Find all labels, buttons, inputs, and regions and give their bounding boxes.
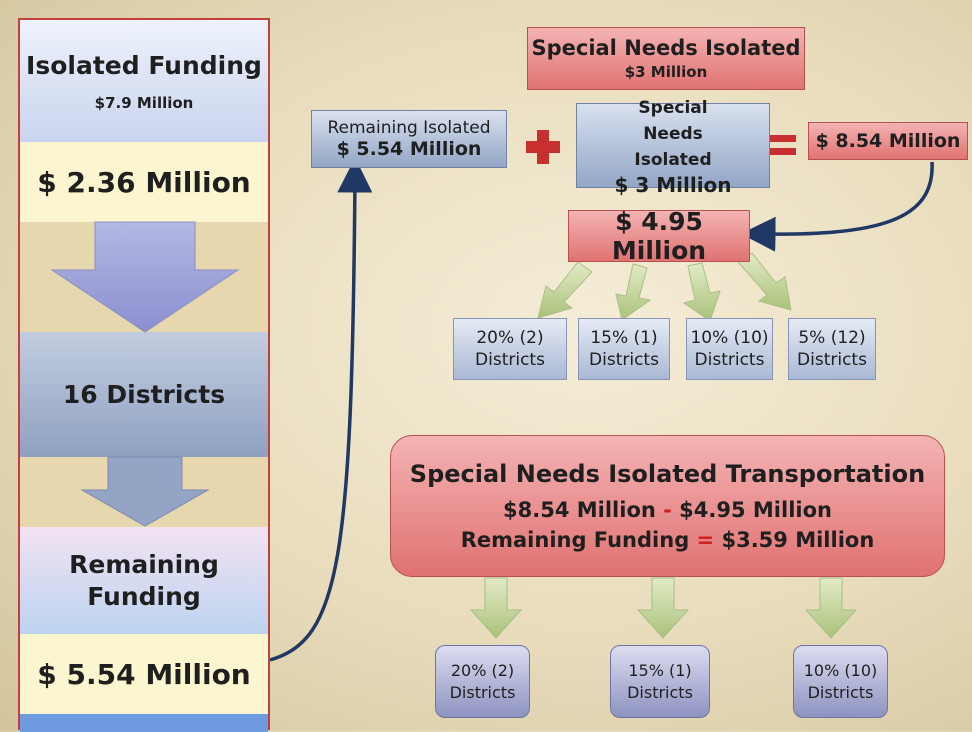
down-arrow [50, 221, 240, 333]
down-arrow [615, 263, 652, 321]
share: 10% (10) [690, 328, 769, 348]
share: 5% (12) [798, 328, 866, 348]
amount-box: $ 5.54 Million [20, 634, 268, 714]
tier-box: 15% (1) Districts [610, 645, 710, 718]
equals [766, 135, 796, 142]
amount: $7.9 Million [94, 93, 194, 112]
equals [766, 148, 796, 155]
text: $3.59 Million [721, 528, 875, 552]
line: $8.54 Million - $4.95 Million [503, 498, 832, 522]
down-arrow [737, 252, 792, 311]
tier-box: 20% (2) Districts [453, 318, 567, 380]
text: $8.54 Million [503, 498, 656, 522]
left-column: Isolated Funding $7.9 Million $ 2.36 Mil… [18, 18, 270, 732]
transport-box: Special Needs Isolated Transportation $8… [390, 435, 945, 577]
tier-box: 20% (2) Districts [435, 645, 530, 718]
amount: $ 5.54 Million [336, 138, 482, 160]
sum-box: $ 8.54 Million [808, 122, 968, 160]
text: $4.95 Million [679, 498, 832, 522]
split-box: $ 4.95 Million [568, 207, 750, 265]
label: Districts [449, 682, 516, 702]
label: Districts [475, 350, 545, 370]
plus [526, 130, 560, 164]
strip [20, 714, 268, 732]
tier-box: 10% (10) Districts [686, 318, 773, 380]
label: Districts [589, 350, 659, 370]
down-arrow [636, 577, 690, 639]
down-arrow [682, 262, 721, 322]
title: Isolated Funding [26, 50, 262, 80]
curved-arrow [269, 157, 373, 662]
special-needs-box: Special Needs Isolated $ 3 Million [576, 98, 770, 197]
isolated-funding-box: Isolated Funding $7.9 Million [20, 20, 268, 142]
amount: $3 Million [624, 63, 708, 81]
operator: = [696, 528, 715, 552]
label: Districts [694, 350, 765, 370]
operator: - [663, 498, 672, 522]
title: Remaining Isolated [327, 118, 491, 138]
title: Special Needs Isolated [531, 36, 801, 60]
share: 20% (2) [450, 660, 515, 680]
title: Remaining Funding [69, 549, 219, 611]
tier-box: 15% (1) Districts [578, 318, 670, 380]
remaining-funding-box: Remaining Funding [20, 527, 268, 634]
down-arrow [469, 577, 523, 639]
title: Special Needs Isolated [634, 97, 712, 170]
title: Special Needs Isolated Transportation [409, 460, 926, 488]
down-arrow [804, 577, 858, 639]
down-arrow [537, 261, 593, 319]
tier-box: 10% (10) Districts [793, 645, 888, 718]
remaining-isolated-box: Remaining Isolated $ 5.54 Million [311, 110, 507, 168]
share: 20% (2) [476, 328, 544, 348]
tier-box: 5% (12) Districts [788, 318, 876, 380]
text: Remaining Funding [460, 528, 690, 552]
districts-box: 16 Districts [20, 332, 268, 457]
amount-box: $ 2.36 Million [20, 142, 268, 222]
line: Remaining Funding = $3.59 Million [461, 528, 875, 552]
share: 15% (1) [628, 660, 692, 680]
share: 10% (10) [803, 660, 878, 680]
label: Districts [807, 682, 874, 702]
share: 15% (1) [590, 328, 658, 348]
label: Districts [797, 350, 867, 370]
down-arrow [80, 456, 210, 527]
curved-arrow [740, 161, 934, 252]
amount: $ 3 Million [614, 172, 732, 197]
special-needs-box: Special Needs Isolated $3 Million [527, 27, 805, 90]
label: Districts [627, 682, 693, 702]
